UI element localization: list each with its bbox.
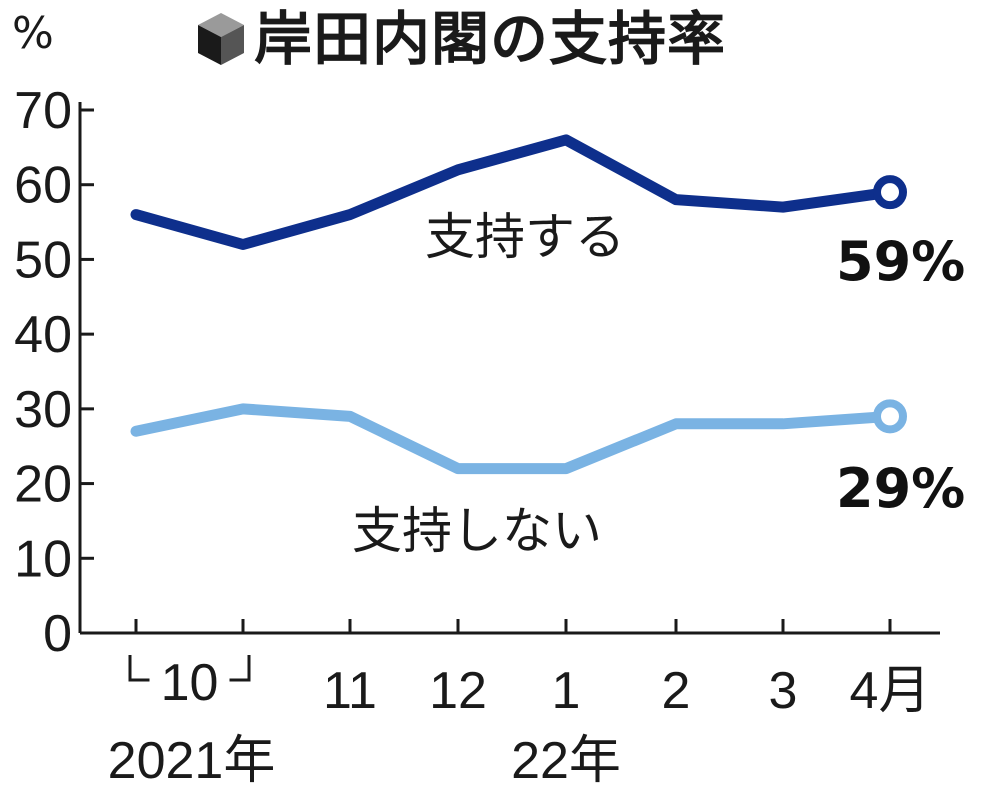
y-tick-label-60: 60: [14, 157, 72, 215]
y-tick-label-50: 50: [14, 231, 72, 289]
y-tick-label-30: 30: [14, 381, 72, 439]
y-tick-label-70: 70: [14, 82, 72, 140]
x-group-label-22: 22年: [511, 732, 621, 787]
x-group-label-10: 10: [161, 654, 219, 712]
x-tick-label-4: 1: [552, 662, 581, 720]
chart-title-row: 岸田内閣の支持率: [196, 10, 726, 68]
series-end-marker-0: [873, 175, 907, 210]
series-line-0: [130, 134, 896, 250]
series-line-1: [130, 403, 896, 475]
end-label-support: 59%: [836, 230, 965, 293]
y-tick-label-20: 20: [14, 456, 72, 514]
x-tick-label-5: 2: [662, 662, 691, 720]
x-group-label-2021: 2021年: [108, 732, 276, 787]
y-tick-label-40: 40: [14, 306, 72, 364]
x-tick-label-6: 3: [769, 662, 798, 720]
series-label-nonsupport: 支持しない: [352, 502, 602, 560]
series-end-marker-1: [873, 399, 907, 434]
y-axis-unit: %: [12, 8, 54, 59]
y-tick-label-10: 10: [14, 530, 72, 588]
cube-icon: [198, 13, 244, 65]
y-tick-label-0: 0: [43, 605, 72, 663]
x-bracket-right: [229, 655, 251, 682]
x-bracket-left: [128, 655, 150, 682]
x-tick-label-2: 11: [323, 662, 377, 720]
chart-title: 岸田内閣の支持率: [254, 5, 727, 73]
x-tick-label-3: 12: [429, 662, 487, 720]
series-label-support: 支持する: [425, 208, 625, 266]
x-tick-label-7: 4月: [850, 662, 931, 720]
end-label-nonsupport: 29%: [836, 457, 965, 520]
